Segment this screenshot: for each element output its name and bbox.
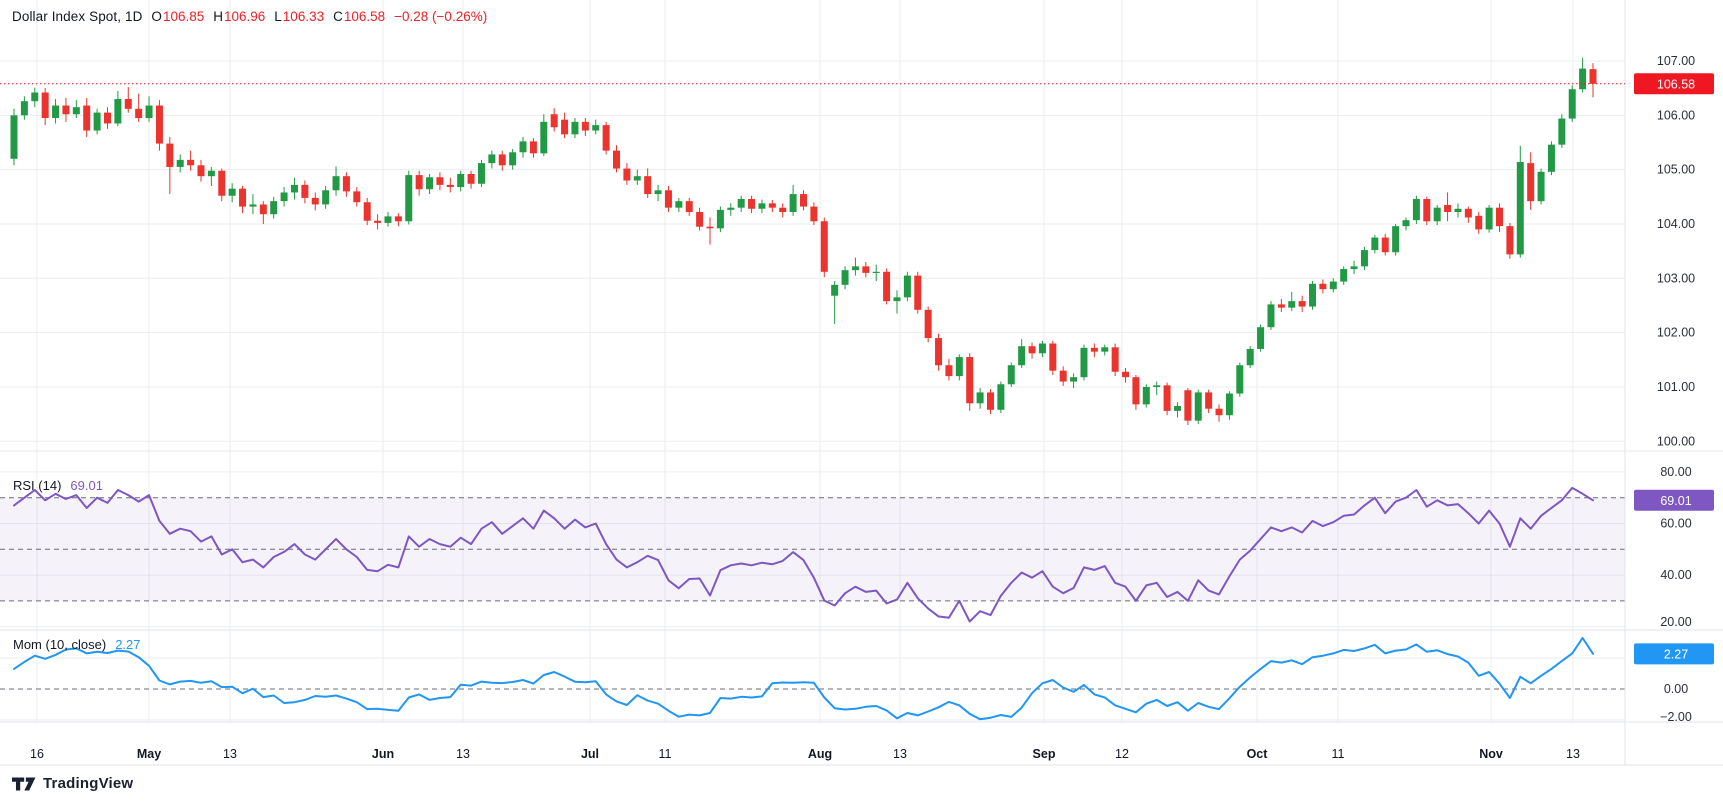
svg-text:20.00: 20.00	[1660, 615, 1691, 629]
svg-text:60.00: 60.00	[1660, 517, 1691, 531]
tradingview-logo-icon	[12, 777, 36, 790]
mom-value: 2.27	[115, 637, 141, 652]
rsi-line	[13, 486, 1594, 623]
svg-text:13: 13	[456, 747, 470, 761]
dashed-levels	[0, 497, 1625, 690]
svg-text:2.27: 2.27	[1664, 647, 1688, 661]
svg-text:12: 12	[1115, 747, 1129, 761]
svg-text:101.00: 101.00	[1657, 380, 1695, 394]
svg-text:80.00: 80.00	[1660, 465, 1691, 479]
mom-pane-title[interactable]: Mom (10, close) 2.27	[13, 637, 141, 652]
svg-text:Jul: Jul	[581, 747, 599, 761]
svg-text:103.00: 103.00	[1657, 271, 1695, 285]
ohlc-high: H 106.96	[213, 9, 266, 24]
svg-text:May: May	[137, 747, 161, 761]
svg-text:11: 11	[1332, 747, 1345, 761]
symbol-title: Dollar Index Spot, 1D	[12, 9, 143, 24]
svg-text:100.00: 100.00	[1657, 434, 1695, 448]
svg-text:Aug: Aug	[808, 747, 832, 761]
svg-text:13: 13	[893, 747, 907, 761]
price-change: −0.28 (−0.26%)	[394, 9, 488, 24]
time-axis-labels: 16 May 13 Jun 13 Jul 11 Aug 13 Sep 12 Oct 11 Nov 13	[30, 747, 1580, 761]
price-axis-labels: 107.00 106.00 105.00 104.00 103.00 102.00 101.…	[1657, 54, 1695, 724]
rsi-value: 69.01	[70, 478, 103, 493]
svg-text:Nov: Nov	[1479, 747, 1503, 761]
tradingview-brand-text: TradingView	[43, 775, 134, 792]
gridlines	[0, 0, 1625, 722]
svg-text:69.01: 69.01	[1660, 494, 1691, 508]
last-price-label: 106.58	[1634, 73, 1714, 95]
mom-line	[13, 637, 1594, 721]
candlestick-series	[10, 57, 1597, 426]
svg-text:11: 11	[659, 747, 672, 761]
ohlc-low: L 106.33	[274, 9, 325, 24]
tradingview-attribution[interactable]: TradingView	[12, 775, 133, 792]
ohlc-close: C 106.58	[333, 9, 386, 24]
svg-text:16: 16	[30, 747, 44, 761]
pane-separators	[0, 0, 1723, 766]
svg-text:106.00: 106.00	[1657, 108, 1695, 122]
svg-text:106.58: 106.58	[1657, 77, 1695, 91]
ohlc-open: O 106.85	[151, 9, 205, 24]
rsi-value-label: 69.01	[1634, 489, 1714, 511]
svg-text:0.00: 0.00	[1664, 682, 1688, 696]
svg-text:40.00: 40.00	[1660, 568, 1691, 582]
svg-text:13: 13	[223, 747, 237, 761]
svg-text:Oct: Oct	[1247, 747, 1269, 761]
svg-text:−2.00: −2.00	[1660, 710, 1692, 724]
svg-text:105.00: 105.00	[1657, 163, 1695, 177]
rsi-pane-title[interactable]: RSI (14) 69.01	[13, 478, 103, 493]
svg-text:107.00: 107.00	[1657, 54, 1695, 68]
svg-text:Sep: Sep	[1033, 747, 1056, 761]
mom-label: Mom (10, close)	[13, 637, 107, 652]
svg-text:13: 13	[1566, 747, 1580, 761]
svg-text:Jun: Jun	[372, 747, 394, 761]
mom-value-label: 2.27	[1634, 643, 1714, 665]
svg-text:102.00: 102.00	[1657, 326, 1695, 340]
svg-text:104.00: 104.00	[1657, 217, 1695, 231]
rsi-label: RSI (14)	[13, 478, 62, 493]
